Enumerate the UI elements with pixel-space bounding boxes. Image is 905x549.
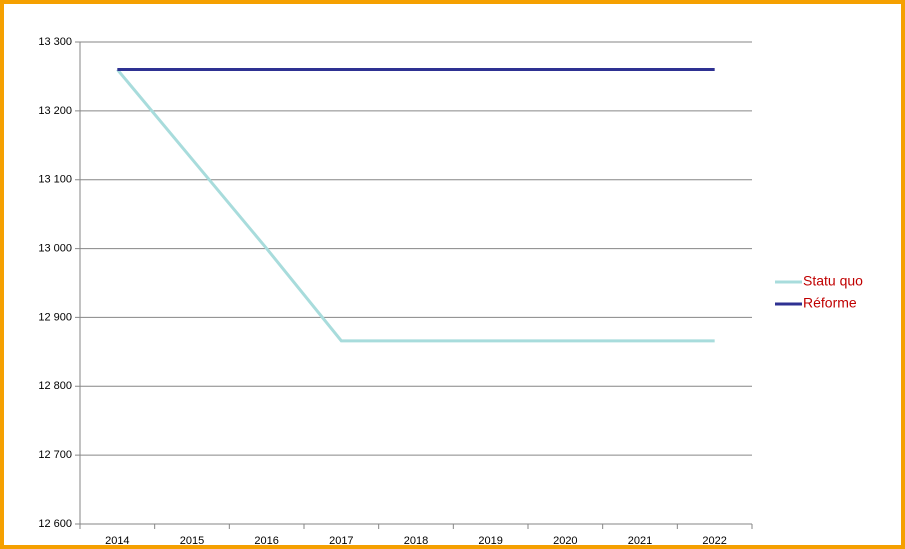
- y-tick-label: 13 300: [38, 36, 72, 48]
- x-tick-label: 2019: [478, 535, 502, 547]
- x-tick-label: 2014: [105, 535, 129, 547]
- y-tick-label: 12 900: [38, 311, 72, 323]
- y-tick-label: 12 700: [38, 449, 72, 461]
- y-tick-label: 12 600: [38, 518, 72, 530]
- series-line: [116, 68, 715, 343]
- legend-label: Réforme: [803, 295, 857, 311]
- x-tick-label: 2022: [702, 535, 726, 547]
- x-tick-label: 2017: [329, 535, 353, 547]
- x-tick-label: 2015: [180, 535, 204, 547]
- x-tick-label: 2018: [404, 535, 428, 547]
- y-tick-label: 12 800: [38, 380, 72, 392]
- legend-label: Statu quo: [803, 273, 863, 289]
- x-tick-label: 2016: [254, 535, 278, 547]
- x-tick-label: 2020: [553, 535, 577, 547]
- y-tick-label: 13 100: [38, 174, 72, 186]
- y-tick-label: 13 200: [38, 105, 72, 117]
- x-tick-label: 2021: [628, 535, 652, 547]
- y-tick-label: 13 000: [38, 242, 72, 254]
